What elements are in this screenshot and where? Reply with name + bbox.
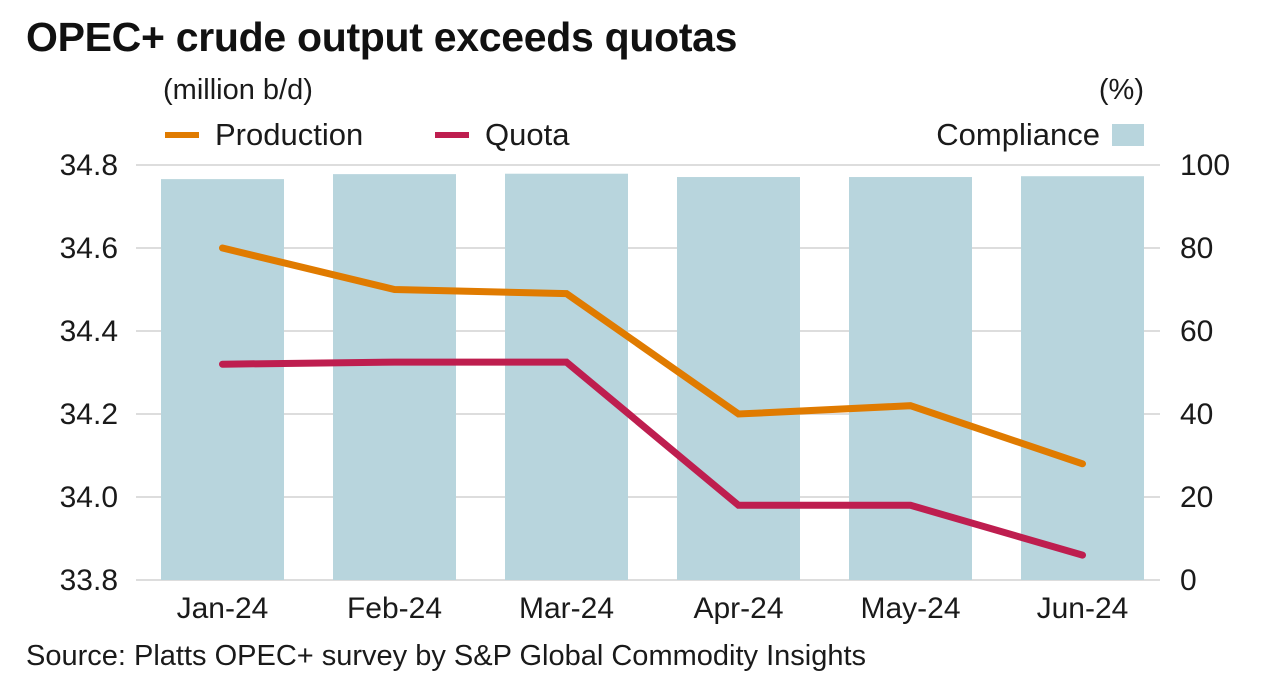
- production-line: [219, 244, 1086, 468]
- chart-title: OPEC+ crude output exceeds quotas: [26, 14, 738, 60]
- legend-production: Production: [165, 117, 363, 153]
- legend-label-production: Production: [215, 117, 364, 152]
- legend-swatch-compliance: [1112, 124, 1144, 146]
- right-tick-label: 100: [1180, 149, 1230, 182]
- x-tick-label: Jan-24: [177, 592, 269, 625]
- right-tick-label: 40: [1180, 398, 1213, 431]
- compliance-bar: [161, 179, 284, 581]
- left-tick-label: 34.0: [60, 481, 118, 514]
- compliance-bar: [333, 174, 456, 580]
- legend-swatch-quota: [435, 132, 469, 138]
- compliance-bar: [505, 173, 628, 580]
- right-tick-label: 20: [1180, 481, 1213, 514]
- compliance-bar: [849, 177, 972, 580]
- left-tick-label: 34.4: [60, 315, 118, 348]
- compliance-bar: [1021, 176, 1144, 580]
- legend-label-quota: Quota: [485, 117, 570, 152]
- right-tick-label: 0: [1180, 564, 1197, 597]
- legend-compliance: Compliance: [936, 117, 1144, 153]
- x-tick-label: Feb-24: [347, 592, 442, 625]
- left-tick-label: 34.2: [60, 398, 118, 431]
- legend-swatch-production: [165, 132, 199, 138]
- left-tick-label: 34.6: [60, 232, 118, 265]
- quota-line: [219, 358, 1086, 559]
- right-tick-label: 60: [1180, 315, 1213, 348]
- right-axis-unit: (%): [1098, 74, 1144, 106]
- left-tick-label: 34.8: [60, 149, 118, 182]
- left-tick-label: 33.8: [60, 564, 118, 597]
- compliance-bar: [677, 177, 800, 580]
- source-note: Source: Platts OPEC+ survey by S&P Globa…: [26, 640, 867, 672]
- x-tick-label: Apr-24: [693, 592, 783, 625]
- x-tick-label: Jun-24: [1037, 592, 1129, 625]
- left-axis-unit: (million b/d): [163, 74, 313, 106]
- legend-label-compliance: Compliance: [936, 117, 1100, 152]
- x-tick-label: Mar-24: [519, 592, 614, 625]
- right-tick-label: 80: [1180, 232, 1213, 265]
- legend-quota: Quota: [435, 117, 569, 153]
- x-tick-label: May-24: [860, 592, 960, 625]
